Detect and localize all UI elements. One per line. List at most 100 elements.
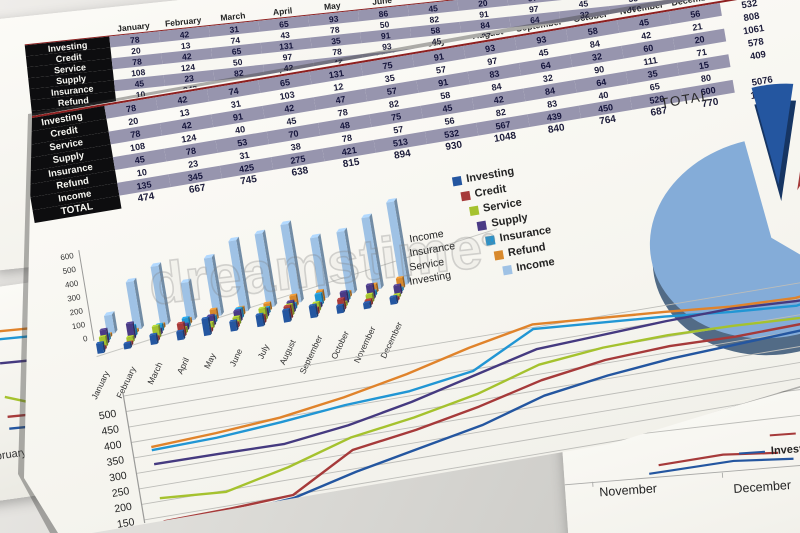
- bar-y-tick: 400: [64, 279, 79, 290]
- bar-top: [258, 306, 267, 310]
- bar-side: [207, 316, 212, 336]
- bar-side: [134, 323, 138, 336]
- bar-top: [339, 289, 348, 293]
- bar-side: [111, 311, 118, 334]
- bar-top: [393, 283, 401, 287]
- bar-top: [280, 220, 291, 226]
- back-line-investing: [649, 457, 794, 475]
- line-series-service: [159, 309, 800, 500]
- bar-top: [180, 278, 191, 284]
- bar-top: [255, 312, 264, 316]
- bar-side: [399, 283, 403, 295]
- bar-side: [317, 306, 320, 315]
- bar-y-tick: 500: [62, 265, 77, 276]
- bar-x-label: May: [202, 351, 218, 370]
- line-x-label: May: [416, 488, 438, 503]
- bar-side: [241, 306, 245, 318]
- bar-supply: [393, 285, 402, 296]
- gridline: [133, 329, 800, 459]
- gridline: [136, 345, 800, 474]
- bar-side: [291, 302, 295, 316]
- investing-swatch-icon: [451, 175, 463, 186]
- bar-side: [261, 312, 266, 327]
- bar-side: [375, 289, 378, 296]
- pie-slice-investing: [751, 83, 794, 185]
- bar-top: [234, 306, 243, 310]
- bar-top: [386, 197, 397, 203]
- bar-top: [389, 294, 398, 298]
- bar-top: [233, 308, 241, 312]
- bar-side: [236, 236, 251, 311]
- bar-top: [181, 315, 190, 319]
- bar-side: [349, 289, 353, 297]
- bar-top: [263, 301, 271, 305]
- bar-investing: [363, 302, 371, 310]
- bar-top: [206, 313, 215, 317]
- bar-side: [211, 253, 224, 316]
- bar-side: [110, 332, 113, 337]
- bar-top: [203, 253, 215, 259]
- bar-side: [399, 292, 402, 298]
- credit-line-swatch: [769, 432, 796, 437]
- bar-side: [264, 306, 268, 320]
- bar-top: [123, 341, 132, 345]
- gridline: [128, 298, 800, 428]
- bar-top: [125, 277, 137, 283]
- bar-income: [361, 216, 382, 291]
- bar-income: [310, 237, 329, 299]
- bar-income: [125, 281, 142, 331]
- bar-top: [283, 304, 292, 308]
- credit-swatch-icon: [460, 190, 471, 201]
- bar-side: [185, 325, 189, 334]
- bar-y-axis: [78, 250, 95, 341]
- bar-side: [369, 213, 384, 289]
- line-y-tick: 450: [101, 423, 120, 438]
- bar-top: [336, 303, 344, 307]
- bar-side: [295, 293, 299, 306]
- bar-top: [364, 297, 373, 301]
- bar-top: [254, 229, 265, 235]
- bar-income: [336, 231, 355, 295]
- bar-top: [308, 303, 317, 307]
- bar-side: [104, 344, 107, 350]
- bar-side: [215, 307, 219, 320]
- bar-top: [149, 332, 158, 336]
- income-swatch-icon: [501, 264, 513, 275]
- bar-side: [288, 307, 292, 322]
- bar-side: [320, 291, 325, 305]
- bar-x-label: April: [175, 356, 191, 376]
- tick: [522, 467, 525, 473]
- bar-side: [239, 308, 243, 322]
- bar-top: [282, 307, 290, 311]
- bar-investing: [149, 334, 158, 346]
- bar-side: [268, 305, 271, 314]
- bar-top: [392, 292, 401, 296]
- bar-top: [314, 291, 323, 295]
- bar-investing: [201, 318, 211, 337]
- bar-investing: [123, 343, 131, 350]
- bar-side: [345, 300, 348, 307]
- line-y-tick: 250: [111, 485, 130, 500]
- bar-side: [161, 322, 165, 332]
- bar-side: [292, 299, 296, 313]
- bar-top: [361, 213, 372, 219]
- line-y-tick: 300: [108, 470, 127, 485]
- bar-side: [132, 321, 137, 339]
- bar-investing: [336, 305, 344, 314]
- bar-side: [163, 322, 166, 329]
- bar-side: [131, 340, 134, 346]
- pie-chart-3d: [649, 83, 800, 356]
- bar-top: [365, 292, 374, 296]
- bar-side: [188, 278, 198, 320]
- bar-y-tick: 200: [69, 306, 84, 317]
- bar-top: [209, 307, 218, 311]
- bar-side: [133, 277, 145, 329]
- bar-side: [375, 282, 379, 293]
- line-series-insurance: [151, 281, 800, 452]
- line-y-axis: [122, 392, 146, 524]
- bar-side: [315, 303, 319, 318]
- bar-top: [365, 282, 374, 286]
- bar-side: [190, 316, 193, 324]
- bar-side: [105, 334, 109, 347]
- bar-side: [372, 282, 376, 299]
